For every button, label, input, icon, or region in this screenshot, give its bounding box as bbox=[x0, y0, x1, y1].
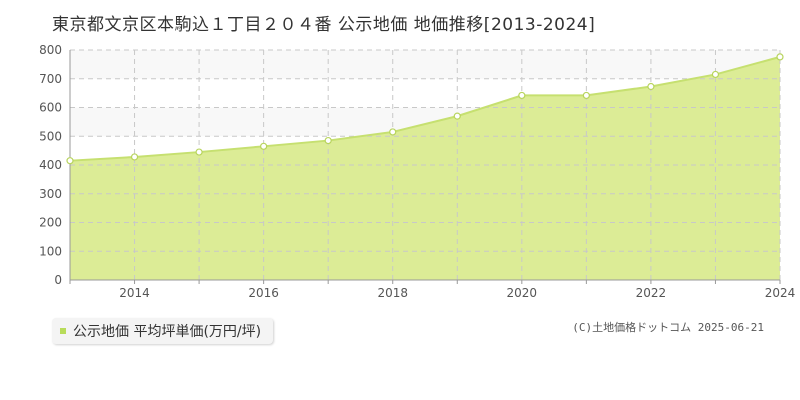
x-tick-label: 2020 bbox=[507, 286, 538, 300]
series-area bbox=[70, 56, 780, 281]
data-point bbox=[260, 142, 268, 150]
x-tick-label: 2022 bbox=[636, 286, 667, 300]
y-tick-label: 600 bbox=[39, 101, 62, 115]
data-point bbox=[324, 136, 332, 145]
x-tick-label: 2018 bbox=[377, 286, 408, 300]
data-point bbox=[389, 128, 397, 136]
data-point bbox=[66, 157, 74, 165]
series-line bbox=[69, 55, 781, 162]
legend: 公示地価 平均坪単価(万円/坪) bbox=[52, 318, 274, 344]
x-tick-label: 2014 bbox=[119, 286, 150, 300]
data-point bbox=[582, 91, 590, 100]
y-tick-label: 100 bbox=[39, 244, 62, 258]
data-point bbox=[130, 153, 139, 161]
y-tick-label: 700 bbox=[39, 72, 62, 86]
y-tick-label: 200 bbox=[39, 216, 62, 230]
x-tick-label: 2016 bbox=[248, 286, 279, 300]
legend-swatch bbox=[60, 328, 66, 334]
background-band bbox=[70, 50, 780, 79]
data-point bbox=[776, 53, 784, 61]
data-point bbox=[453, 112, 461, 120]
y-tick-label: 800 bbox=[39, 43, 62, 57]
data-point bbox=[195, 148, 203, 156]
chart-title: 東京都文京区本駒込１丁目２０４番 公示地価 地価推移[2013-2024] bbox=[52, 15, 596, 35]
y-tick-label: 400 bbox=[39, 158, 62, 172]
y-tick-label: 300 bbox=[39, 187, 62, 201]
data-point bbox=[518, 91, 526, 100]
y-tick-label: 500 bbox=[39, 129, 62, 143]
y-tick-label: 0 bbox=[54, 273, 62, 287]
data-point bbox=[647, 82, 655, 91]
legend-label: 公示地価 平均坪単価(万円/坪) bbox=[73, 324, 262, 340]
copyright-text: (C)土地価格ドットコム 2025-06-21 bbox=[572, 321, 764, 334]
data-point bbox=[711, 70, 720, 79]
x-tick-label: 2024 bbox=[765, 286, 796, 300]
